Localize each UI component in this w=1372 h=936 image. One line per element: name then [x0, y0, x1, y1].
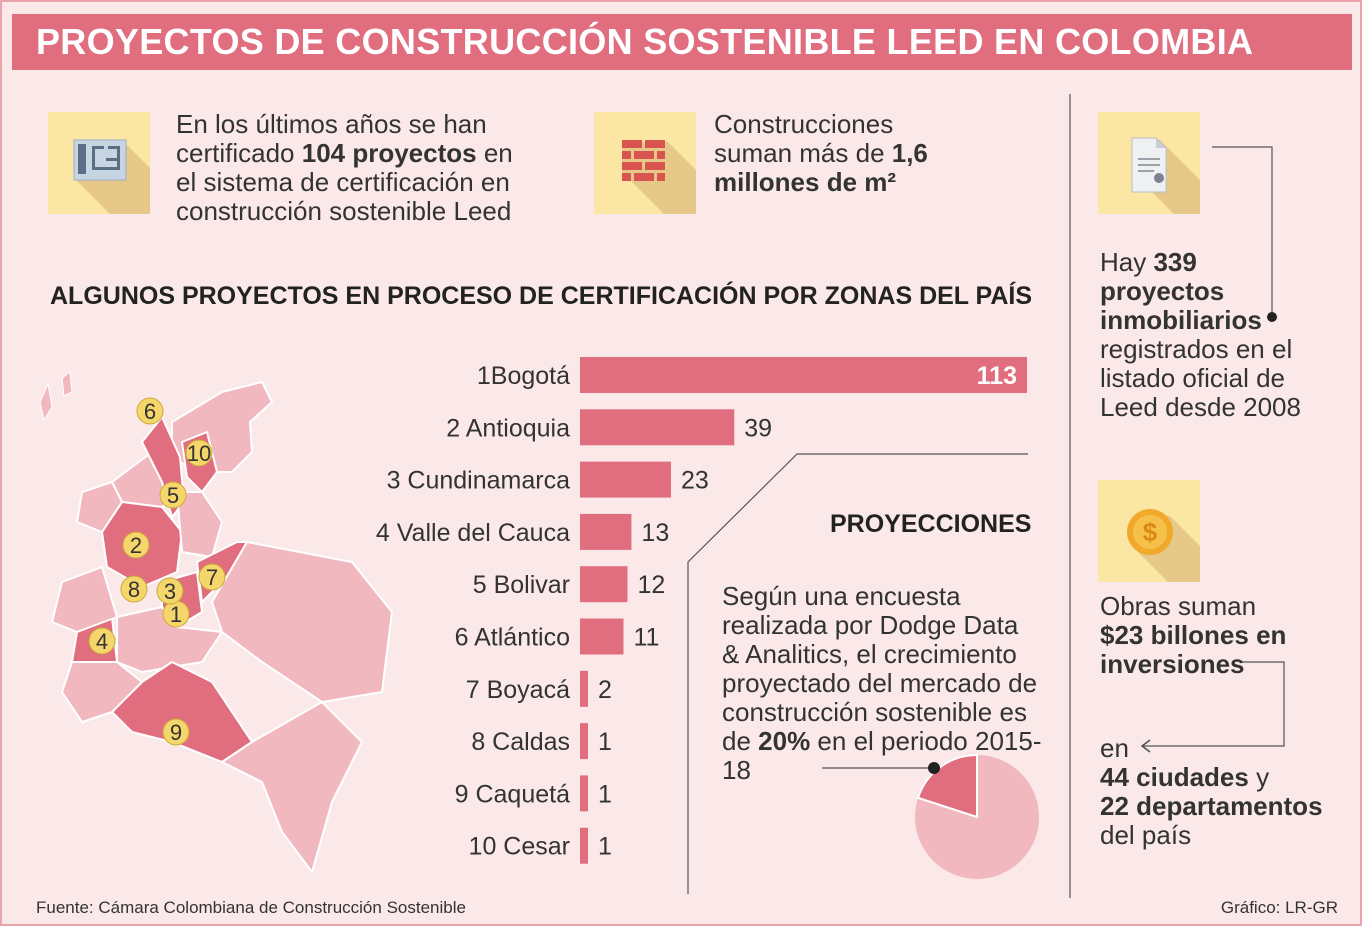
map-marker-label: 1 — [170, 602, 182, 627]
map-marker — [122, 531, 150, 559]
bar — [580, 566, 628, 603]
bar-label: 5 Bolivar — [473, 571, 570, 599]
bar-label: 7 Boyacá — [466, 676, 570, 704]
investment-stat-bold: $23 billones en inversiones — [1100, 620, 1287, 679]
bar-label: 4 Valle del Cauca — [376, 519, 570, 547]
map-region-santander — [176, 491, 223, 558]
map-marker-label: 6 — [144, 399, 156, 424]
section-heading: ALGUNOS PROYECTOS EN PROCESO DE CERTIFIC… — [50, 282, 1033, 310]
certified-stat-post: en el sistema de certificación en constr… — [176, 138, 513, 226]
projection-pie — [915, 753, 1039, 879]
map-marker-label: 9 — [170, 720, 182, 745]
bar — [580, 513, 632, 550]
bar — [580, 775, 588, 812]
bar-value-label: 11 — [634, 624, 660, 652]
certificate-document-icon — [1098, 112, 1200, 214]
investment-stat-cities: 44 ciudades — [1100, 762, 1249, 792]
investment-stat-mid: en — [1100, 733, 1129, 763]
certified-stat-pre: En los últimos años se han certificado — [176, 109, 487, 168]
bar — [580, 409, 735, 446]
certified-stat: En los últimos años se han certificado 1… — [176, 110, 536, 226]
investment-stat-detail: en 44 ciudades y 22 departamentos del pa… — [1100, 734, 1350, 850]
map-region-pacific — [51, 566, 118, 633]
bar-value-label: 113 — [977, 362, 1017, 390]
map-marker — [136, 397, 164, 425]
bar — [580, 670, 588, 707]
map-marker — [185, 439, 213, 467]
bar — [580, 461, 671, 498]
map-region-south — [61, 661, 143, 723]
map-marker-label: 2 — [130, 533, 142, 558]
map-marker-label: 3 — [164, 579, 176, 604]
bar-label: 2 Antioquia — [446, 414, 570, 442]
bar-value-label: 13 — [641, 519, 669, 547]
map-marker — [120, 575, 148, 603]
bar-value-label: 1 — [598, 780, 612, 808]
map-marker-label: 5 — [167, 483, 179, 508]
bar-value-label: 1 — [598, 728, 612, 756]
registered-stat-number: 339 — [1153, 247, 1197, 277]
registered-stat-pre: Hay — [1100, 247, 1154, 277]
bar-label: 3 Cundinamarca — [387, 467, 571, 495]
map-marker — [162, 718, 190, 746]
map-region-amazon — [221, 701, 363, 873]
area-stat: Construcciones suman más de 1,6 millones… — [714, 110, 944, 197]
bar-label: 1Bogotá — [477, 362, 570, 390]
bar — [580, 723, 588, 760]
map-marker-label: 7 — [206, 565, 218, 590]
map-marker — [159, 481, 187, 509]
registered-stat-post: registrados en el listado oficial de Lee… — [1100, 334, 1301, 422]
map-marker — [88, 627, 116, 655]
dollar-coin-icon: $ — [1098, 480, 1200, 582]
title-bar: PROYECTOS DE CONSTRUCCIÓN SOSTENIBLE LEE… — [12, 14, 1352, 70]
certified-stat-bold: 104 proyectos — [301, 138, 477, 168]
investment-stat-pre: Obras suman — [1100, 591, 1257, 621]
bar-value-label: 23 — [681, 467, 709, 495]
map-marker — [198, 563, 226, 591]
investment-stat: Obras suman $23 billones en inversiones — [1100, 592, 1340, 679]
bar-label: 9 Caquetá — [455, 780, 570, 808]
brick-wall-icon — [594, 112, 696, 214]
projections-text-bold: 20% — [758, 726, 811, 756]
blueprint-icon — [48, 112, 150, 214]
bar-label: 8 Caldas — [471, 728, 570, 756]
page-title: PROYECTOS DE CONSTRUCCIÓN SOSTENIBLE LEE… — [36, 21, 1254, 62]
bar — [580, 357, 1027, 393]
investment-stat-and: y — [1248, 762, 1270, 792]
bar-value-label: 12 — [637, 571, 665, 599]
bar-value-label: 1 — [598, 833, 612, 861]
map-marker-label: 4 — [96, 629, 108, 654]
map-marker-label: 8 — [128, 577, 140, 602]
map-marker-label: 10 — [187, 441, 211, 466]
investment-stat-departments: 22 departamentos — [1100, 791, 1323, 821]
map-marker — [156, 577, 184, 605]
registered-stat-bold: proyectos inmobiliarios — [1100, 276, 1262, 335]
bar — [580, 827, 588, 864]
bar-value-label: 2 — [598, 676, 612, 704]
credit-note: Gráfico: LR-GR — [1220, 898, 1338, 917]
projections-heading: PROYECCIONES — [830, 510, 1032, 538]
area-stat-pre: Construcciones suman más de — [714, 109, 894, 168]
investment-stat-post: del país — [1100, 820, 1192, 850]
bar — [580, 618, 624, 655]
map-region-northwest — [76, 481, 123, 533]
bar-label: 6 Atlántico — [455, 624, 570, 652]
bar-label: 10 Cesar — [469, 833, 570, 861]
registered-stat: Hay 339 proyectos inmobiliarios registra… — [1100, 248, 1330, 422]
bar-value-label: 39 — [744, 414, 772, 442]
source-note: Fuente: Cámara Colombiana de Construcció… — [36, 898, 466, 917]
area-stat-bold: 1,6 millones de m² — [714, 138, 928, 197]
svg-text:$: $ — [1143, 517, 1158, 547]
